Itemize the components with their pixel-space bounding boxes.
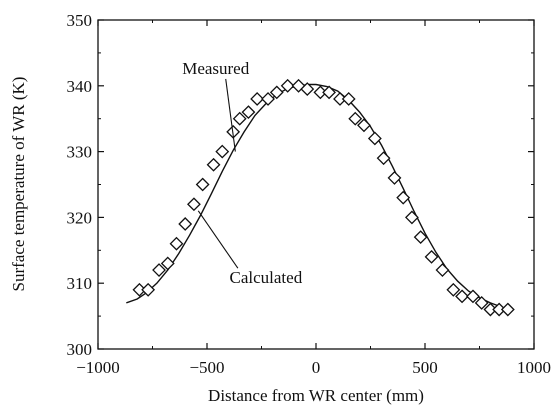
measured-point	[500, 302, 515, 317]
measured-point	[178, 217, 193, 231]
measured-point	[376, 151, 391, 166]
plot-frame	[97, 19, 535, 350]
measured-point	[250, 92, 265, 106]
measured-point	[241, 105, 256, 120]
measured-point	[206, 157, 221, 172]
annotation-calculated: Calculated	[230, 268, 303, 287]
x-axis-ticks: −1000 −500 0 500 1000	[76, 20, 551, 377]
measured-point	[455, 289, 469, 304]
measured-point	[474, 296, 489, 310]
measured-point	[232, 111, 247, 126]
annotation-leader-calculated	[197, 210, 239, 269]
measured-point	[169, 236, 184, 251]
measured-point	[396, 190, 411, 205]
measured-point	[387, 171, 402, 185]
x-tick-label: 500	[412, 358, 438, 377]
annotation-measured: Measured	[182, 59, 250, 78]
measured-point	[348, 111, 363, 126]
annotation-leader-measured	[225, 78, 236, 152]
y-tick-label: 300	[67, 340, 93, 359]
x-tick-label: −500	[189, 358, 224, 377]
y-axis-ticks: 300 310 320 330 340 350	[67, 11, 534, 359]
x-tick-label: 0	[312, 358, 321, 377]
measured-point	[405, 210, 419, 225]
x-tick-label: −1000	[76, 358, 120, 377]
measured-point	[141, 282, 156, 297]
measured-point	[466, 289, 480, 304]
annotation-layer: Measured Calculated	[182, 59, 302, 287]
y-tick-label: 330	[67, 143, 93, 162]
y-axis-label: Surface temperature of WR (K)	[9, 77, 28, 292]
measured-point	[322, 85, 336, 100]
measured-point	[187, 197, 201, 212]
measured-point	[261, 92, 275, 106]
measured-point	[269, 85, 284, 100]
measured-point	[367, 131, 382, 146]
x-axis-label: Distance from WR center (mm)	[208, 386, 424, 405]
series-layer	[126, 78, 515, 317]
y-tick-label: 310	[67, 274, 93, 293]
measured-point	[341, 92, 356, 106]
measured-point	[195, 177, 210, 192]
measured-point	[152, 263, 166, 277]
measured-point	[413, 230, 428, 245]
measured-point	[160, 256, 175, 271]
calculated-curve	[126, 83, 509, 311]
measured-point	[280, 78, 295, 93]
y-tick-label: 340	[67, 77, 93, 96]
y-tick-label: 320	[67, 208, 93, 227]
plot-border	[97, 19, 535, 350]
x-tick-label: 1000	[517, 358, 551, 377]
measured-point	[215, 144, 230, 159]
y-tick-label: 350	[67, 11, 93, 30]
measured-point	[357, 118, 371, 133]
measured-point	[424, 249, 439, 264]
measured-point	[435, 263, 450, 277]
measured-point	[300, 82, 315, 97]
measured-point	[446, 282, 461, 297]
